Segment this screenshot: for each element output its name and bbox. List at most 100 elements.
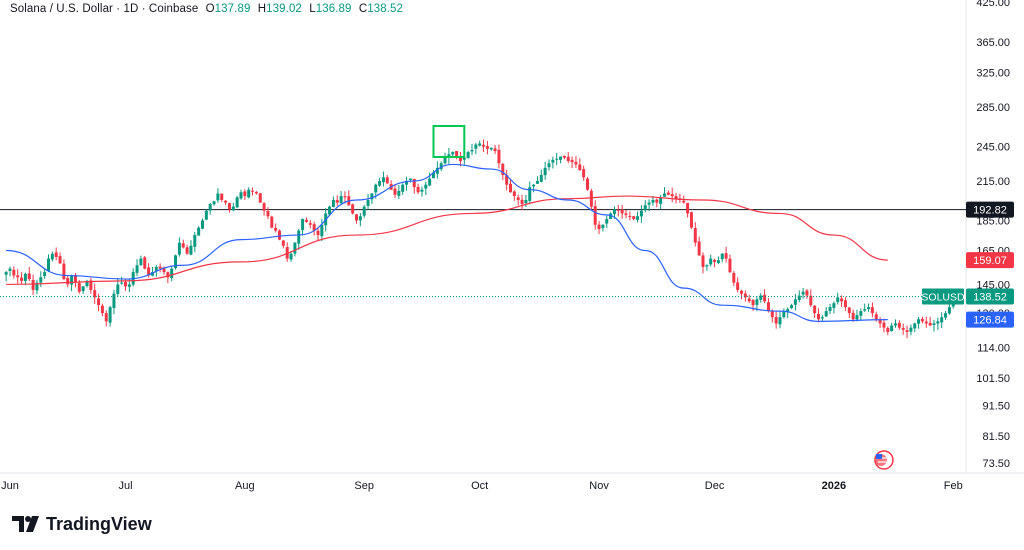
candle-body	[166, 272, 170, 278]
candle-body	[197, 227, 201, 236]
candle-body	[689, 212, 693, 228]
candle	[747, 294, 751, 304]
candle	[824, 307, 828, 317]
candle	[258, 193, 262, 203]
candle-body	[878, 319, 882, 324]
candle-body	[797, 295, 801, 300]
candle-body	[790, 305, 794, 309]
candle	[420, 186, 424, 197]
candle-body	[628, 215, 632, 217]
candle	[493, 144, 497, 154]
candle-body	[663, 193, 666, 197]
candle	[331, 196, 335, 208]
candle	[566, 152, 570, 164]
candle	[759, 293, 763, 303]
candle	[339, 190, 343, 205]
candle-body	[655, 199, 659, 203]
candle	[366, 193, 370, 210]
candle-body	[208, 203, 212, 211]
candle	[451, 151, 455, 157]
candle-body	[27, 273, 31, 280]
candle-body	[220, 193, 224, 200]
candle-body	[520, 199, 524, 204]
ma-50-price-badge: 126.84	[966, 311, 1014, 328]
y-tick-label: 114.00	[977, 343, 1010, 355]
candle	[47, 254, 50, 273]
candle	[928, 316, 932, 326]
candle-body	[566, 156, 570, 161]
candle	[316, 227, 320, 241]
candle	[539, 169, 543, 183]
candle-body	[227, 203, 231, 210]
candle-body	[686, 202, 690, 214]
candle-body	[443, 157, 447, 164]
candle	[235, 195, 239, 208]
candle	[774, 311, 778, 329]
price-chart[interactable]: 425.00 365.00 325.00 285.00 245.00 215.00 185.…	[0, 0, 1024, 510]
candle	[589, 188, 593, 210]
candle	[385, 175, 389, 184]
candle-body	[432, 172, 435, 179]
candle	[716, 256, 720, 265]
candle-body	[412, 178, 416, 188]
candle	[944, 311, 948, 320]
candle-body	[766, 302, 770, 312]
legend-open-value: 137.89	[214, 3, 251, 15]
candle-body	[632, 216, 636, 220]
candle	[131, 268, 135, 287]
candle-body	[362, 206, 366, 216]
candle-body	[535, 180, 539, 184]
candle	[905, 325, 909, 339]
candle	[678, 193, 682, 203]
candle-body	[917, 319, 921, 324]
candle	[150, 266, 154, 277]
candle-body	[851, 312, 855, 320]
candle	[616, 205, 620, 217]
legend-low-label: L	[309, 3, 316, 15]
candle-body	[747, 298, 751, 302]
candle-body	[224, 200, 228, 203]
candle	[108, 305, 112, 327]
legend-high-value: 139.02	[266, 3, 302, 15]
candle	[439, 161, 443, 172]
candle	[262, 202, 266, 216]
candle-body	[709, 258, 713, 265]
candle-body	[666, 192, 670, 195]
candle	[520, 194, 524, 211]
candle	[274, 223, 278, 233]
candle-body	[736, 282, 740, 290]
candle	[143, 255, 147, 270]
candle-body	[482, 144, 486, 147]
candle	[736, 277, 740, 293]
candle-body	[743, 293, 747, 298]
tradingview-brand[interactable]: TradingView	[12, 512, 152, 536]
candle-body	[458, 156, 462, 161]
candle	[408, 178, 412, 183]
candle-body	[420, 189, 424, 192]
candle	[882, 318, 886, 333]
candle	[909, 324, 913, 336]
candle-body	[316, 230, 320, 236]
candle-body	[559, 156, 563, 160]
candle	[362, 204, 366, 218]
candle	[381, 171, 385, 187]
candle	[867, 303, 871, 312]
candle-body	[124, 282, 127, 287]
candle	[478, 140, 482, 147]
candle-body	[509, 183, 512, 193]
candle-body	[335, 200, 339, 203]
candle	[158, 263, 162, 273]
candle	[193, 231, 197, 253]
candle	[312, 221, 316, 236]
candle-body	[532, 184, 536, 187]
price-axis: 425.00 365.00 325.00 285.00 245.00 215.00 185.…	[976, 0, 1010, 470]
candle-body	[54, 252, 58, 257]
candle-body	[301, 219, 305, 231]
time-axis: Jun Jul Aug Sep Oct Nov Dec 2026 Feb	[1, 480, 963, 492]
candle-body	[840, 298, 844, 302]
candle	[713, 258, 717, 268]
candle	[254, 190, 258, 195]
candle	[432, 169, 435, 179]
candle	[720, 253, 724, 263]
candle	[535, 176, 539, 184]
